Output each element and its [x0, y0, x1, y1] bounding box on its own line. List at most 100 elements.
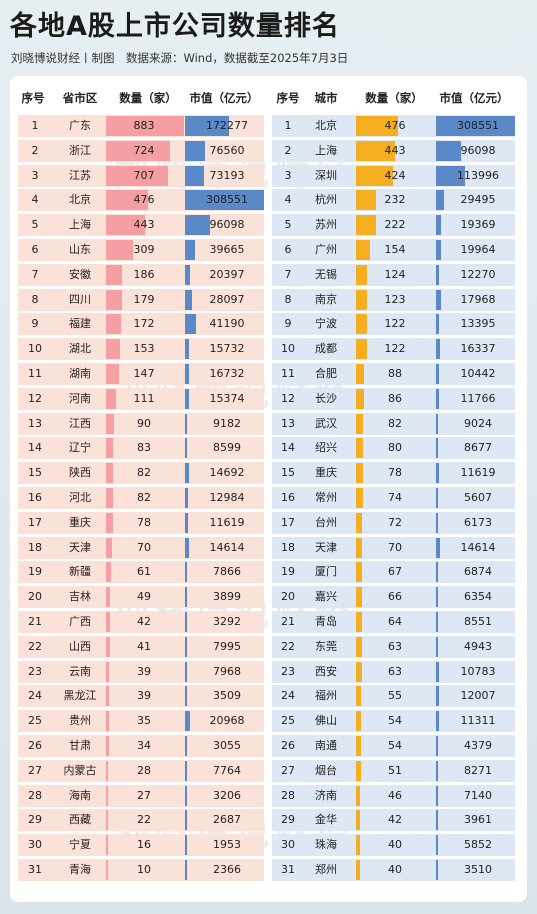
- city-row-background: [272, 536, 515, 559]
- city-count-label: 63: [388, 639, 402, 653]
- city-row-background: [272, 338, 515, 361]
- province-count-label: 443: [133, 218, 155, 232]
- city-table-row: 13 武汉 82 9024: [10, 412, 527, 435]
- city-value-bar: [436, 438, 439, 459]
- city-count-bar: [356, 463, 363, 484]
- province-value-bar: [185, 860, 187, 880]
- city-table-row: 30 珠海 40 5852: [10, 834, 527, 857]
- city-value-label: 10442: [460, 367, 496, 380]
- province-table-row: 16 河北 82 12984: [10, 487, 527, 509]
- city-count-bar: [356, 661, 362, 682]
- city-value-label: 19369: [460, 218, 496, 232]
- city-rank-label: 8: [284, 292, 292, 306]
- province-count-bar: [106, 760, 109, 781]
- city-row-background: [272, 660, 515, 683]
- city-table-row: 17 台州 72 6173: [10, 511, 527, 534]
- city-value-bar: [436, 488, 438, 508]
- city-rank-label: 23: [281, 664, 295, 678]
- city-count-bar: [356, 413, 364, 434]
- province-count-label: 70: [137, 540, 151, 554]
- city-row-background: [272, 859, 515, 881]
- city-row-background: [272, 611, 515, 633]
- province-table-row: 31 青海 10 2366: [10, 859, 527, 881]
- province-count-label: 90: [137, 416, 151, 430]
- province-count-bar: [106, 339, 120, 360]
- province-count-bar: [106, 661, 110, 682]
- city-rank-label: 16: [281, 491, 295, 504]
- city-value-label: 6173: [464, 515, 492, 529]
- province-table-row: 10 湖北 153 15732: [10, 338, 527, 361]
- city-count-label: 63: [388, 664, 402, 678]
- city-value-bar: [436, 587, 438, 608]
- province-value-bar: [185, 215, 210, 236]
- city-count-bar: [356, 512, 363, 533]
- city-table-row: 15 重庆 78 11619: [10, 462, 527, 485]
- city-count-label: 424: [384, 168, 406, 182]
- province-count-bar: [106, 612, 110, 632]
- province-table-row: 2 浙江 724 76560: [10, 139, 527, 162]
- city-name-label: 北京: [315, 119, 337, 132]
- city-count-bar: [356, 165, 394, 186]
- city-count-label: 67: [388, 565, 402, 579]
- province-name-label: 陕西: [69, 466, 91, 480]
- province-row-background: [18, 611, 264, 633]
- province-value-label: 7968: [213, 664, 241, 678]
- province-count-label: 724: [133, 143, 155, 157]
- province-count-bar: [106, 165, 169, 186]
- city-table-row: 8 南京 123 17968: [10, 288, 527, 311]
- city-rank-label: 18: [281, 540, 295, 554]
- province-table-row: 23 云南 39 7968: [10, 660, 527, 683]
- province-count-bar: [106, 736, 109, 756]
- city-count-label: 154: [384, 243, 406, 256]
- province-value-bar: [185, 785, 187, 806]
- province-value-bar: [185, 339, 190, 360]
- city-name-label: 上海: [315, 143, 337, 157]
- province-name-label: 四川: [69, 292, 91, 306]
- city-value-bar: [436, 612, 439, 632]
- city-count-bar: [356, 314, 367, 335]
- city-value-bar: [436, 810, 438, 831]
- province-count-label: 83: [137, 441, 151, 455]
- province-value-bar: [185, 562, 187, 583]
- province-rank-label: 28: [28, 788, 42, 802]
- city-table-row: 20 嘉兴 66 6354: [10, 586, 527, 609]
- city-count-label: 122: [384, 317, 406, 331]
- province-table-row: 27 内蒙古 28 7764: [10, 759, 527, 782]
- city-rank-label: 30: [281, 838, 295, 852]
- city-count-bar: [356, 835, 360, 856]
- city-value-bar: [436, 463, 439, 484]
- province-rank-label: 31: [28, 863, 42, 876]
- city-name-label: 南京: [315, 292, 337, 306]
- city-name-label: 武汉: [315, 416, 337, 430]
- city-value-bar: [436, 140, 461, 161]
- city-value-label: 11766: [460, 391, 496, 405]
- city-count-label: 54: [388, 714, 402, 728]
- province-rank-label: 24: [28, 689, 42, 703]
- province-count-label: 41: [137, 639, 151, 653]
- province-value-label: 76560: [209, 143, 245, 157]
- province-value-bar: [185, 661, 188, 682]
- province-name-label: 内蒙古: [63, 763, 97, 777]
- city-rank-label: 26: [281, 739, 295, 752]
- city-name-label: 长沙: [315, 391, 337, 405]
- province-value-label: 41190: [209, 317, 245, 331]
- city-count-bar: [356, 686, 361, 707]
- city-rank-label: 21: [281, 615, 295, 628]
- province-value-bar: [185, 438, 188, 459]
- page-subtitle: 刘晓博说财经丨制图 数据来源：Wind，数据截至2025年7月3日: [11, 51, 349, 65]
- city-count-label: 66: [388, 590, 402, 604]
- city-value-bar: [436, 636, 438, 657]
- province-value-label: 20397: [209, 267, 245, 281]
- city-value-label: 17968: [460, 292, 496, 306]
- province-value-bar: [185, 388, 189, 409]
- province-rank-label: 8: [31, 292, 39, 306]
- province-value-label: 3509: [213, 689, 241, 703]
- province-count-label: 179: [133, 292, 155, 306]
- city-header-name: 城市: [314, 91, 338, 105]
- city-value-label: 8271: [464, 763, 492, 777]
- city-count-bar: [356, 711, 361, 732]
- province-rank-label: 1: [31, 119, 39, 132]
- city-table-row: 28 济南 46 7140: [10, 784, 527, 807]
- province-count-label: 172: [133, 317, 155, 331]
- province-rank-label: 19: [28, 565, 42, 579]
